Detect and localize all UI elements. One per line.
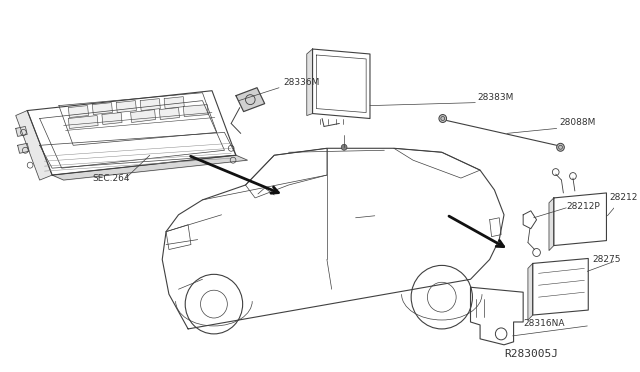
Polygon shape (183, 105, 208, 116)
Polygon shape (16, 110, 52, 180)
Circle shape (341, 144, 347, 150)
Polygon shape (528, 263, 532, 320)
Text: 28275: 28275 (592, 255, 621, 264)
Text: R283005J: R283005J (504, 349, 558, 359)
Polygon shape (16, 126, 28, 137)
Polygon shape (68, 116, 98, 128)
Text: 28212: 28212 (609, 193, 637, 202)
Polygon shape (549, 198, 554, 250)
Polygon shape (140, 99, 160, 110)
Polygon shape (131, 110, 156, 122)
Text: SEC.264: SEC.264 (92, 174, 130, 183)
Polygon shape (52, 155, 248, 180)
Text: 28316NA: 28316NA (523, 320, 564, 328)
Circle shape (557, 143, 564, 151)
Text: 28088M: 28088M (559, 118, 596, 127)
Polygon shape (92, 103, 113, 115)
Polygon shape (236, 88, 265, 112)
Text: 28336M: 28336M (284, 78, 320, 87)
Text: 28212P: 28212P (566, 202, 600, 211)
Circle shape (439, 115, 447, 122)
Polygon shape (164, 97, 184, 109)
Text: 28383M: 28383M (477, 93, 513, 102)
Polygon shape (159, 108, 179, 119)
Polygon shape (18, 143, 29, 153)
Polygon shape (307, 49, 312, 116)
Polygon shape (116, 101, 136, 113)
Polygon shape (102, 113, 122, 125)
Polygon shape (68, 106, 88, 118)
